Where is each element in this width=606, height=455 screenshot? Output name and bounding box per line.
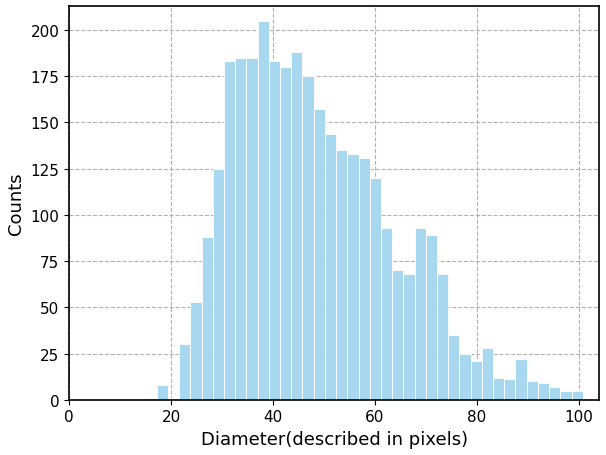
- Bar: [157, 385, 168, 400]
- Bar: [459, 354, 471, 400]
- Bar: [269, 62, 280, 400]
- Bar: [325, 134, 336, 400]
- Bar: [314, 110, 325, 400]
- Bar: [370, 178, 381, 400]
- Bar: [415, 228, 426, 400]
- Bar: [179, 344, 190, 400]
- Bar: [359, 158, 370, 400]
- Bar: [168, 398, 179, 400]
- Bar: [213, 169, 224, 400]
- Bar: [224, 62, 235, 400]
- Bar: [247, 59, 258, 400]
- Bar: [392, 271, 404, 400]
- Bar: [381, 228, 392, 400]
- Y-axis label: Counts: Counts: [7, 172, 25, 235]
- Bar: [336, 151, 347, 400]
- Bar: [493, 378, 504, 400]
- Bar: [482, 348, 493, 400]
- Bar: [471, 361, 482, 400]
- Bar: [258, 22, 269, 400]
- Bar: [404, 274, 415, 400]
- Bar: [280, 68, 291, 400]
- Bar: [527, 381, 538, 400]
- Bar: [190, 302, 202, 400]
- Bar: [504, 379, 516, 400]
- X-axis label: Diameter(described in pixels): Diameter(described in pixels): [201, 430, 468, 448]
- Bar: [437, 274, 448, 400]
- Bar: [235, 59, 247, 400]
- Bar: [145, 398, 157, 400]
- Bar: [302, 77, 314, 400]
- Bar: [571, 391, 583, 400]
- Bar: [448, 335, 459, 400]
- Bar: [347, 155, 359, 400]
- Bar: [291, 53, 302, 400]
- Bar: [516, 359, 527, 400]
- Bar: [538, 383, 549, 400]
- Bar: [426, 236, 437, 400]
- Bar: [561, 391, 571, 400]
- Bar: [202, 238, 213, 400]
- Bar: [549, 387, 561, 400]
